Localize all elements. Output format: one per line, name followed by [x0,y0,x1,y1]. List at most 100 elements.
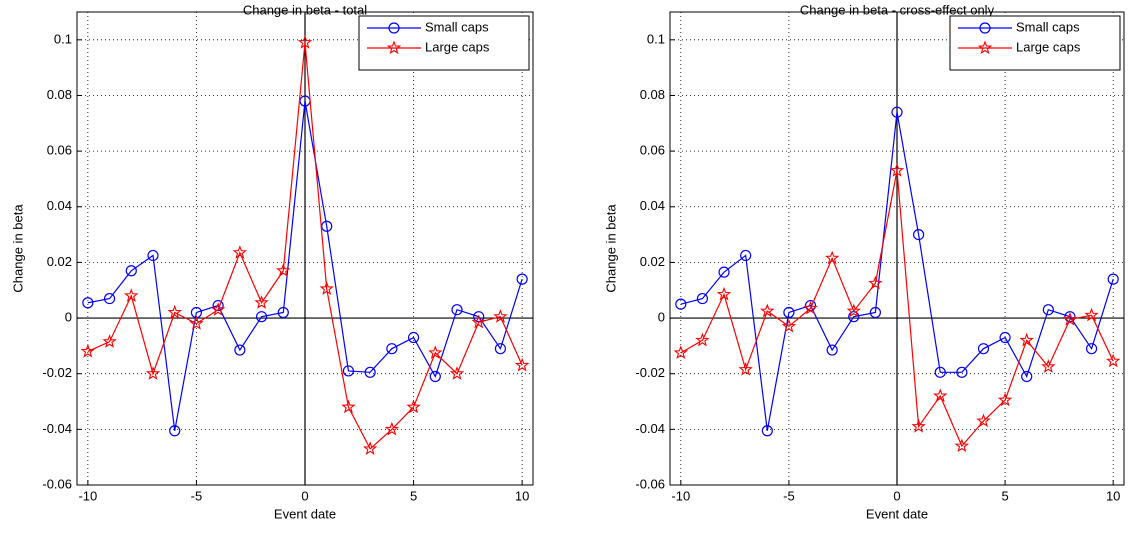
marker [297,35,313,49]
marker [167,304,182,319]
series-line [87,100,523,431]
marker [868,275,883,290]
marker [1062,311,1078,326]
x-axis-label: Event date [866,506,928,521]
marker [210,302,226,316]
marker [451,304,463,316]
marker [80,343,96,358]
y-tick-label: 0.08 [640,87,665,102]
legend-label: Small caps [425,19,489,34]
marker [1105,353,1121,368]
marker [696,292,709,305]
legend-marker [979,22,991,34]
axes-box [76,11,534,486]
marker [803,300,818,315]
y-tick-label: 0.1 [54,31,72,46]
marker [386,343,398,355]
marker [783,306,795,319]
marker [1019,332,1034,347]
x-tick-label: 5 [1001,488,1008,503]
x-tick-label: 10 [1106,488,1120,503]
y-tick-label: 0.04 [47,198,72,213]
x-tick-label: 0 [301,488,308,503]
marker [891,106,903,118]
marker [695,332,710,347]
x-tick-label: -5 [783,488,795,503]
marker [212,299,224,312]
marker [1085,343,1098,355]
x-tick-label: 0 [893,488,900,503]
marker [781,318,797,333]
marker [471,314,486,329]
x-tick-label: -10 [78,488,97,503]
marker [102,334,117,348]
marker [516,273,528,285]
marker [913,228,925,241]
marker [675,298,687,310]
marker [977,343,990,355]
y-tick-label: -0.06 [42,476,72,491]
marker [846,303,861,318]
marker [760,303,775,318]
legend-marker [386,40,402,55]
y-tick-label: 0.1 [647,31,665,46]
marker [342,365,355,377]
marker [1042,304,1054,316]
axes-box [669,11,1125,486]
marker [738,361,753,376]
marker [740,249,752,262]
y-tick-label: 0 [658,309,665,324]
marker [429,370,441,383]
legend [358,15,530,71]
series-line [680,112,1114,431]
marker [341,399,356,414]
marker [169,425,181,437]
marker [103,292,116,305]
marker [826,344,838,356]
marker [934,366,946,378]
marker [145,366,161,380]
chart: -10 -5 0 5 10 -0.06 -0.04 -0.02 0 0.02 0.04 0.06 0.0… [10,2,534,521]
marker [125,265,137,277]
marker [364,366,376,378]
y-tick-label: 0.06 [640,143,665,158]
x-axis-label: Event date [274,506,336,521]
y-tick-label: -0.06 [635,476,665,491]
legend-label: Large caps [1016,39,1081,54]
marker [999,331,1011,344]
marker [761,425,773,437]
y-axis-label: Change in beta [10,204,25,293]
marker [493,309,508,323]
x-tick-label: -5 [191,488,203,503]
y-tick-label: 0.08 [47,87,72,102]
marker [514,357,530,372]
marker [407,331,420,344]
marker [956,366,968,378]
marker [319,281,334,295]
marker [889,163,905,177]
marker [869,306,881,319]
marker [933,388,948,403]
x-tick-label: -10 [671,488,690,503]
legend-label: Large caps [425,39,490,54]
y-tick-label: 0.04 [640,198,665,213]
marker [824,250,840,265]
chart-title: Change in beta - total [243,2,367,17]
marker [406,399,421,414]
marker [1041,359,1056,373]
legend [949,15,1121,71]
y-tick-label: 0.02 [47,254,72,269]
series-line [680,170,1114,448]
series-line [87,42,523,450]
chart: -10 -5 0 5 10 -0.06 -0.04 -0.02 0 0.02 0.04 0.06 0.0… [603,2,1125,521]
marker [277,306,289,319]
marker [255,311,268,323]
marker [384,421,400,436]
legend-marker [388,22,400,34]
marker [147,249,159,262]
marker [234,344,246,356]
marker [1084,307,1099,322]
marker [1021,370,1033,383]
marker [362,441,378,455]
